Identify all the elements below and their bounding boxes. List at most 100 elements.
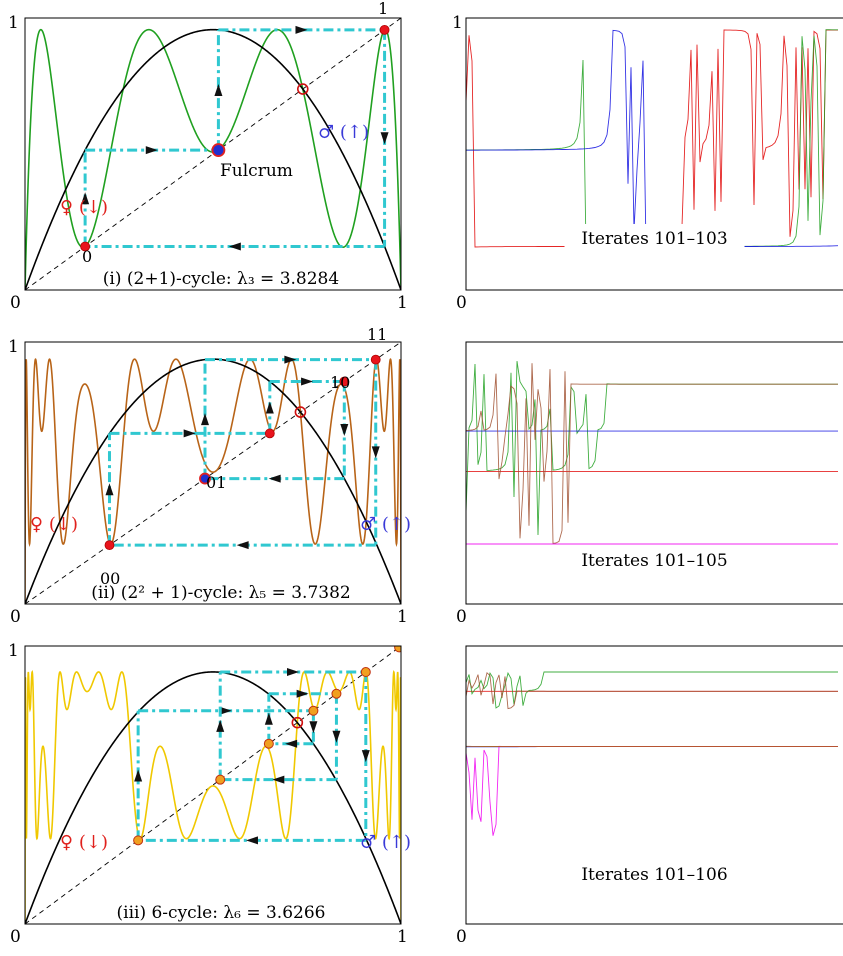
plot-area (25, 646, 401, 924)
cobweb-arrow (219, 706, 232, 715)
cobweb-arrow (236, 541, 249, 550)
caption-background (564, 860, 745, 888)
fixed-point-marker (291, 716, 304, 729)
y-tick-label: 1 (452, 13, 463, 33)
return-map-panel-ii: 10 1♀ (↓) ♂ (↑)(ii) (2² + 1)-cycle: λ₅ = 3… (8, 325, 411, 627)
parabola-curve (25, 28, 401, 290)
panel-title: (i) (2+1)-cycle: λ₃ = 3.8284 (103, 269, 339, 289)
cycle-point-label: 1 (378, 0, 388, 18)
plot-area (466, 671, 838, 924)
diagonal-line (25, 646, 401, 924)
cobweb-arrow (309, 721, 318, 734)
fixed-point-marker (296, 83, 309, 95)
female-label: ♀ (↓) (60, 197, 108, 218)
cobweb-arrow (264, 712, 273, 725)
iterate-series (466, 363, 838, 604)
panel-title: (ii) (2² + 1)-cycle: λ₅ = 3.7382 (91, 583, 350, 603)
cobweb-arrow (272, 775, 285, 784)
panel-title: (iii) 6-cycle: λ₆ = 3.6266 (117, 903, 326, 923)
male-label: ♂ (↑) (318, 122, 369, 143)
cycle-point (133, 835, 144, 846)
plot-area (25, 18, 401, 290)
cycle-point (339, 376, 350, 387)
plot-area (25, 342, 401, 604)
panel-caption: Iterates 101–106 (581, 865, 727, 885)
iterate-curve (25, 358, 401, 604)
iterates-panel-ts-i: Iterates 101–103 0 1 (452, 13, 843, 313)
x-tick-label: 0 (456, 293, 467, 313)
cycle-point (264, 428, 275, 439)
cobweb-arrow (361, 750, 370, 763)
cobweb-arrow (134, 769, 143, 782)
plot-area (466, 361, 838, 604)
cobweb-arrow (371, 446, 380, 459)
x-tick-label: 1 (397, 927, 408, 947)
cobweb-path (134, 668, 370, 845)
plot-frame (24, 17, 402, 291)
iterate-curve (25, 669, 401, 924)
fixed-point-marker (294, 406, 307, 418)
x-tick-label: 1 (397, 293, 408, 313)
fulcrum-point (199, 472, 211, 485)
plot-frame (465, 645, 843, 925)
x-tick-label: 0 (456, 927, 467, 947)
panel-caption: Iterates 101–105 (581, 551, 727, 571)
cycle-point (263, 738, 274, 749)
cobweb-arrow (287, 668, 300, 677)
cycle-point-label: 10 (330, 373, 350, 392)
iterate-series (466, 671, 838, 924)
iterate-series (466, 471, 838, 604)
x-tick-label: 0 (10, 607, 21, 627)
iterate-series (466, 543, 838, 604)
y-tick-label: 1 (8, 337, 19, 357)
y-tick-label: 1 (8, 641, 19, 661)
cobweb-arrow (200, 413, 209, 426)
cobweb-arrow (265, 401, 274, 414)
cobweb-arrow (245, 836, 258, 845)
iterate-series (466, 745, 838, 924)
cobweb-arrow (380, 132, 389, 145)
cobweb-arrow (284, 355, 297, 364)
cycle-point (308, 705, 319, 716)
plot-frame (465, 341, 843, 605)
fulcrum-point (211, 143, 226, 157)
plot-frame (24, 645, 402, 925)
y-tick-label: 1 (8, 13, 19, 33)
cobweb-arrow (216, 719, 225, 732)
cycle-point (360, 667, 371, 678)
x-tick-label: 1 (397, 607, 408, 627)
cobweb-arrow (296, 689, 309, 698)
iterate-series (466, 671, 838, 924)
panel-caption: Iterates 101–103 (581, 229, 727, 249)
cobweb-arrow (228, 242, 241, 251)
caption-background (564, 224, 745, 252)
iterate-series (466, 690, 838, 924)
cycle-point (80, 241, 91, 252)
return-map-panel-iii: 1 0 1 ♀ (↓) ♂ (↑) (iii) 6-cycle: λ₆ = 3.6266 (8, 641, 411, 947)
cycle-point (215, 774, 226, 785)
cobweb-arrow (295, 25, 308, 34)
cycle-point (370, 354, 381, 365)
female-label: ♀ (↓) (30, 514, 78, 535)
cycle-point-label: 0 (82, 247, 92, 266)
male-label: ♂ (↑) (360, 832, 411, 853)
cobweb-path (105, 355, 380, 550)
cobweb-arrow (145, 146, 158, 155)
iterates-panel-ts-ii: Iterates 101–105 0 (456, 341, 843, 627)
cobweb-arrow (183, 429, 196, 438)
plot-frame (24, 341, 402, 605)
female-label: ♀ (↓) (60, 832, 108, 853)
cycle-point-label: 00 (100, 569, 120, 588)
x-tick-label: 0 (10, 293, 21, 313)
cobweb-arrow (214, 83, 223, 96)
return-map-panel-i: 1 0 1 ♀ (↓) ♂ (↑) (i) (2+1)-cycle: λ₃ = 3.828… (8, 0, 408, 313)
iterate-series (466, 745, 838, 924)
x-tick-label: 0 (456, 607, 467, 627)
male-label: ♂ (↑) (360, 514, 411, 535)
fulcrum-annotation: Fulcrum (220, 161, 293, 181)
cobweb-arrow (105, 483, 114, 496)
iterate-series (466, 430, 838, 604)
cobweb-arrow (301, 377, 314, 386)
cobweb-arrow (340, 424, 349, 437)
cycle-point (394, 646, 401, 653)
